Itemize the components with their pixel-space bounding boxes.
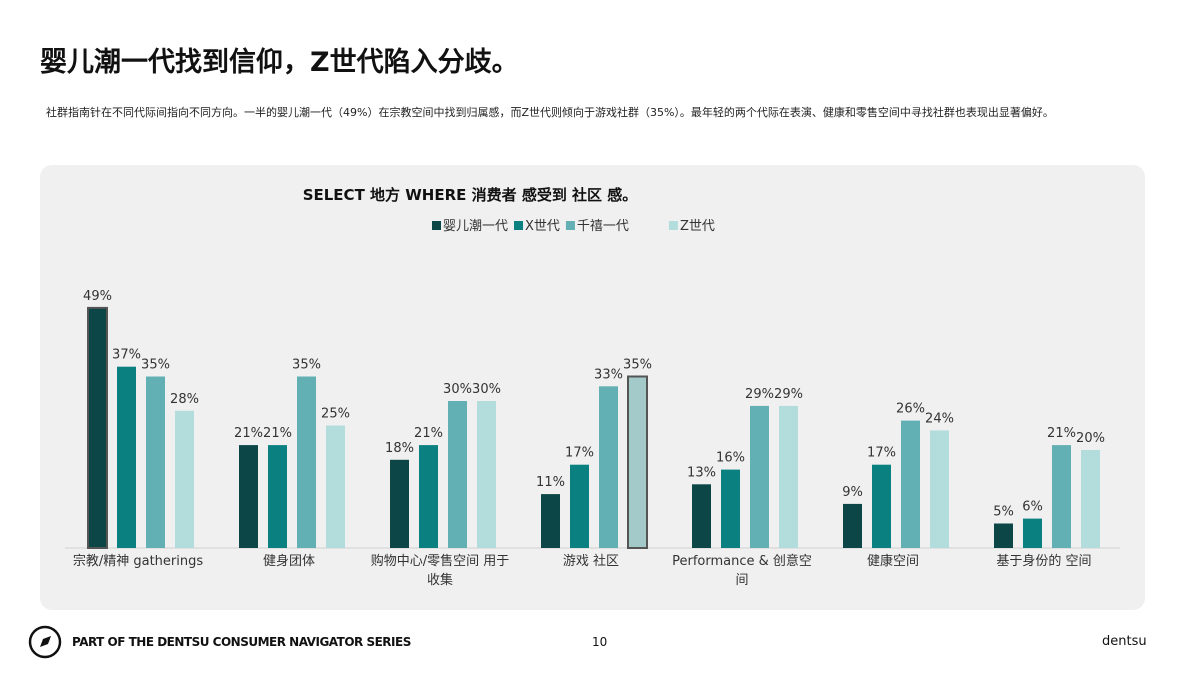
bar — [843, 503, 862, 548]
value-label: 21% — [1047, 426, 1076, 441]
slide-subtitle: 社群指南针在不同代际间指向不同方向。一半的婴儿潮一代（49%）在宗教空间中找到归… — [46, 106, 1054, 119]
legend-label: Z世代 — [680, 219, 715, 234]
value-label: 35% — [141, 358, 170, 373]
bar — [1052, 445, 1071, 548]
value-label: 17% — [867, 446, 896, 461]
value-label: 29% — [745, 387, 774, 402]
bar — [146, 376, 165, 548]
value-label: 35% — [292, 358, 321, 373]
bar — [930, 430, 949, 548]
value-label: 9% — [842, 485, 863, 500]
value-label: 25% — [321, 407, 350, 422]
page-number: 10 — [592, 635, 608, 649]
bar — [692, 484, 711, 548]
category-label: 宗教/精神 gatherings — [72, 554, 204, 569]
value-label: 33% — [594, 367, 623, 382]
category-label: 购物中心/零售空间 用于收集 — [370, 554, 510, 588]
bar — [721, 469, 740, 548]
bar — [448, 401, 467, 548]
value-label: 11% — [536, 475, 565, 490]
bar — [541, 494, 560, 548]
compass-needle — [40, 636, 51, 647]
category-label: 基于身份的 空间 — [996, 554, 1092, 569]
bar — [1081, 450, 1100, 548]
bar — [994, 523, 1013, 548]
legend-label: 千禧一代 — [577, 219, 629, 234]
value-label: 5% — [993, 505, 1014, 520]
legend-swatch — [668, 221, 678, 230]
bar — [750, 405, 769, 548]
legend-label: X世代 — [525, 219, 560, 234]
bar — [599, 386, 618, 548]
bar — [117, 366, 136, 548]
value-label: 26% — [896, 402, 925, 417]
value-label: 21% — [234, 426, 263, 441]
legend-swatch — [432, 221, 441, 230]
bar — [390, 459, 409, 548]
bar — [239, 445, 258, 548]
bar — [326, 425, 345, 548]
legend-label: 婴儿潮一代 — [443, 219, 508, 234]
value-label: 16% — [716, 451, 745, 466]
category-label: Performance & 创意空间 — [672, 554, 812, 588]
value-label: 24% — [925, 411, 954, 426]
category-label: 健康空间 — [866, 554, 919, 569]
brand: dentsu — [1102, 634, 1147, 649]
compass-icon — [28, 625, 62, 659]
value-label: 49% — [83, 289, 112, 304]
value-label: 20% — [1076, 431, 1105, 446]
legend-swatch — [565, 221, 575, 230]
value-label: 6% — [1022, 500, 1043, 515]
footer-series: PART OF THE DENTSU CONSUMER NAVIGATOR SE… — [72, 635, 411, 649]
value-label: 21% — [414, 426, 443, 441]
value-label: 21% — [263, 426, 292, 441]
bar — [87, 306, 108, 549]
bar — [627, 375, 648, 549]
value-label: 29% — [774, 387, 803, 402]
legend-swatch — [514, 221, 524, 230]
value-label: 13% — [687, 465, 716, 480]
legend: 婴儿潮一代 X世代 千禧一代 Z世代 — [432, 219, 715, 234]
plot: 49%21%18%11%13%9%5%37%21% 21%17% 16% 17%6%3… — [83, 289, 1105, 549]
bar — [477, 401, 496, 548]
category-label: 游戏 社区 — [562, 554, 620, 569]
value-label: 30% — [472, 382, 501, 397]
value-label: 35% — [623, 358, 652, 373]
bar — [419, 445, 438, 548]
bar — [1023, 518, 1042, 548]
value-label: 28% — [170, 392, 199, 407]
slide-title: 婴儿潮一代找到信仰，Z世代陷入分歧。 — [40, 47, 519, 78]
bar — [175, 410, 194, 548]
value-label: 17% — [565, 446, 594, 461]
bar — [779, 405, 798, 548]
value-label: 30% — [443, 382, 472, 397]
bar — [297, 376, 316, 548]
bar — [901, 420, 920, 548]
chart-card — [40, 165, 1145, 610]
category-label: 健身团体 — [262, 554, 315, 569]
bar — [570, 464, 589, 548]
value-label: 37% — [112, 348, 141, 363]
bar — [872, 464, 891, 548]
bar — [268, 445, 287, 548]
chart-title: SELECT 地方 WHERE 消费者 感受到 社区 感。 — [303, 186, 638, 204]
value-label: 18% — [385, 441, 414, 456]
